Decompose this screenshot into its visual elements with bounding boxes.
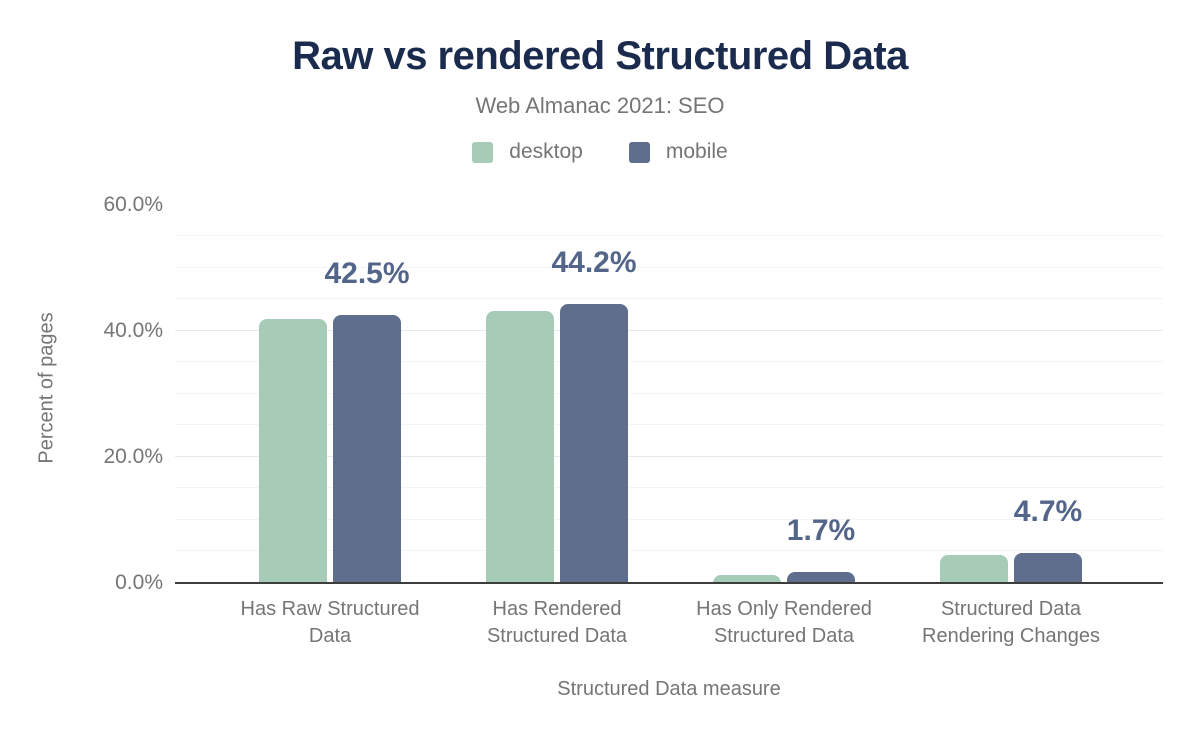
minor-gridline xyxy=(175,361,1163,363)
bar-desktop-1[interactable] xyxy=(486,310,554,583)
bar-desktop-3[interactable] xyxy=(940,554,1008,583)
plot-area: 42.5% 44.2% 1.7% 4.7% xyxy=(175,192,1163,584)
bar-value-label: 42.5% xyxy=(324,256,410,290)
minor-gridline xyxy=(175,487,1163,489)
bar-desktop-2[interactable] xyxy=(713,574,781,583)
legend-label-mobile: mobile xyxy=(665,140,728,163)
minor-gridline xyxy=(175,550,1163,552)
bar-mobile-0[interactable] xyxy=(333,314,401,583)
y-tick-label: 20.0% xyxy=(103,444,163,468)
y-tick-label: 0.0% xyxy=(115,571,163,594)
bar-desktop-0[interactable] xyxy=(259,319,327,583)
minor-gridline xyxy=(175,298,1163,300)
y-tick-label: 40.0% xyxy=(103,318,163,342)
minor-gridline xyxy=(175,392,1163,394)
legend-item-mobile[interactable]: mobile xyxy=(628,140,728,164)
x-tick-label: Has Only Rendered Structured Data xyxy=(696,598,872,647)
minor-gridline xyxy=(175,235,1163,237)
legend-label-desktop: desktop xyxy=(509,140,583,163)
chart-subtitle: Web Almanac 2021: SEO xyxy=(475,93,725,118)
x-tick-label: Structured Data Rendering Changes xyxy=(922,598,1100,647)
y-tick-label: 60.0% xyxy=(103,192,163,216)
mobile-swatch-icon xyxy=(628,141,650,163)
legend: desktop mobile xyxy=(0,140,1200,164)
chart-title: Raw vs rendered Structured Data xyxy=(292,34,908,78)
minor-gridline xyxy=(175,424,1163,426)
minor-gridline xyxy=(175,266,1163,268)
x-tick-label: Has Rendered Structured Data xyxy=(486,598,628,647)
x-axis-line xyxy=(175,582,1163,584)
major-gridline xyxy=(175,455,1163,457)
x-axis-title: Structured Data measure xyxy=(557,678,781,700)
bar-mobile-2[interactable] xyxy=(787,572,855,583)
bar-value-label: 4.7% xyxy=(1013,495,1083,529)
bar-value-label: 1.7% xyxy=(786,514,856,548)
x-tick-label: Has Raw Structured Data xyxy=(240,598,420,647)
desktop-swatch-icon xyxy=(472,141,494,163)
minor-gridline xyxy=(175,518,1163,520)
y-axis-title: Percent of pages xyxy=(35,312,58,464)
bar-mobile-1[interactable] xyxy=(560,304,628,583)
legend-item-desktop[interactable]: desktop xyxy=(472,140,583,164)
bar-value-label: 44.2% xyxy=(551,246,637,280)
bar-mobile-3[interactable] xyxy=(1014,553,1082,583)
major-gridline xyxy=(175,329,1163,331)
